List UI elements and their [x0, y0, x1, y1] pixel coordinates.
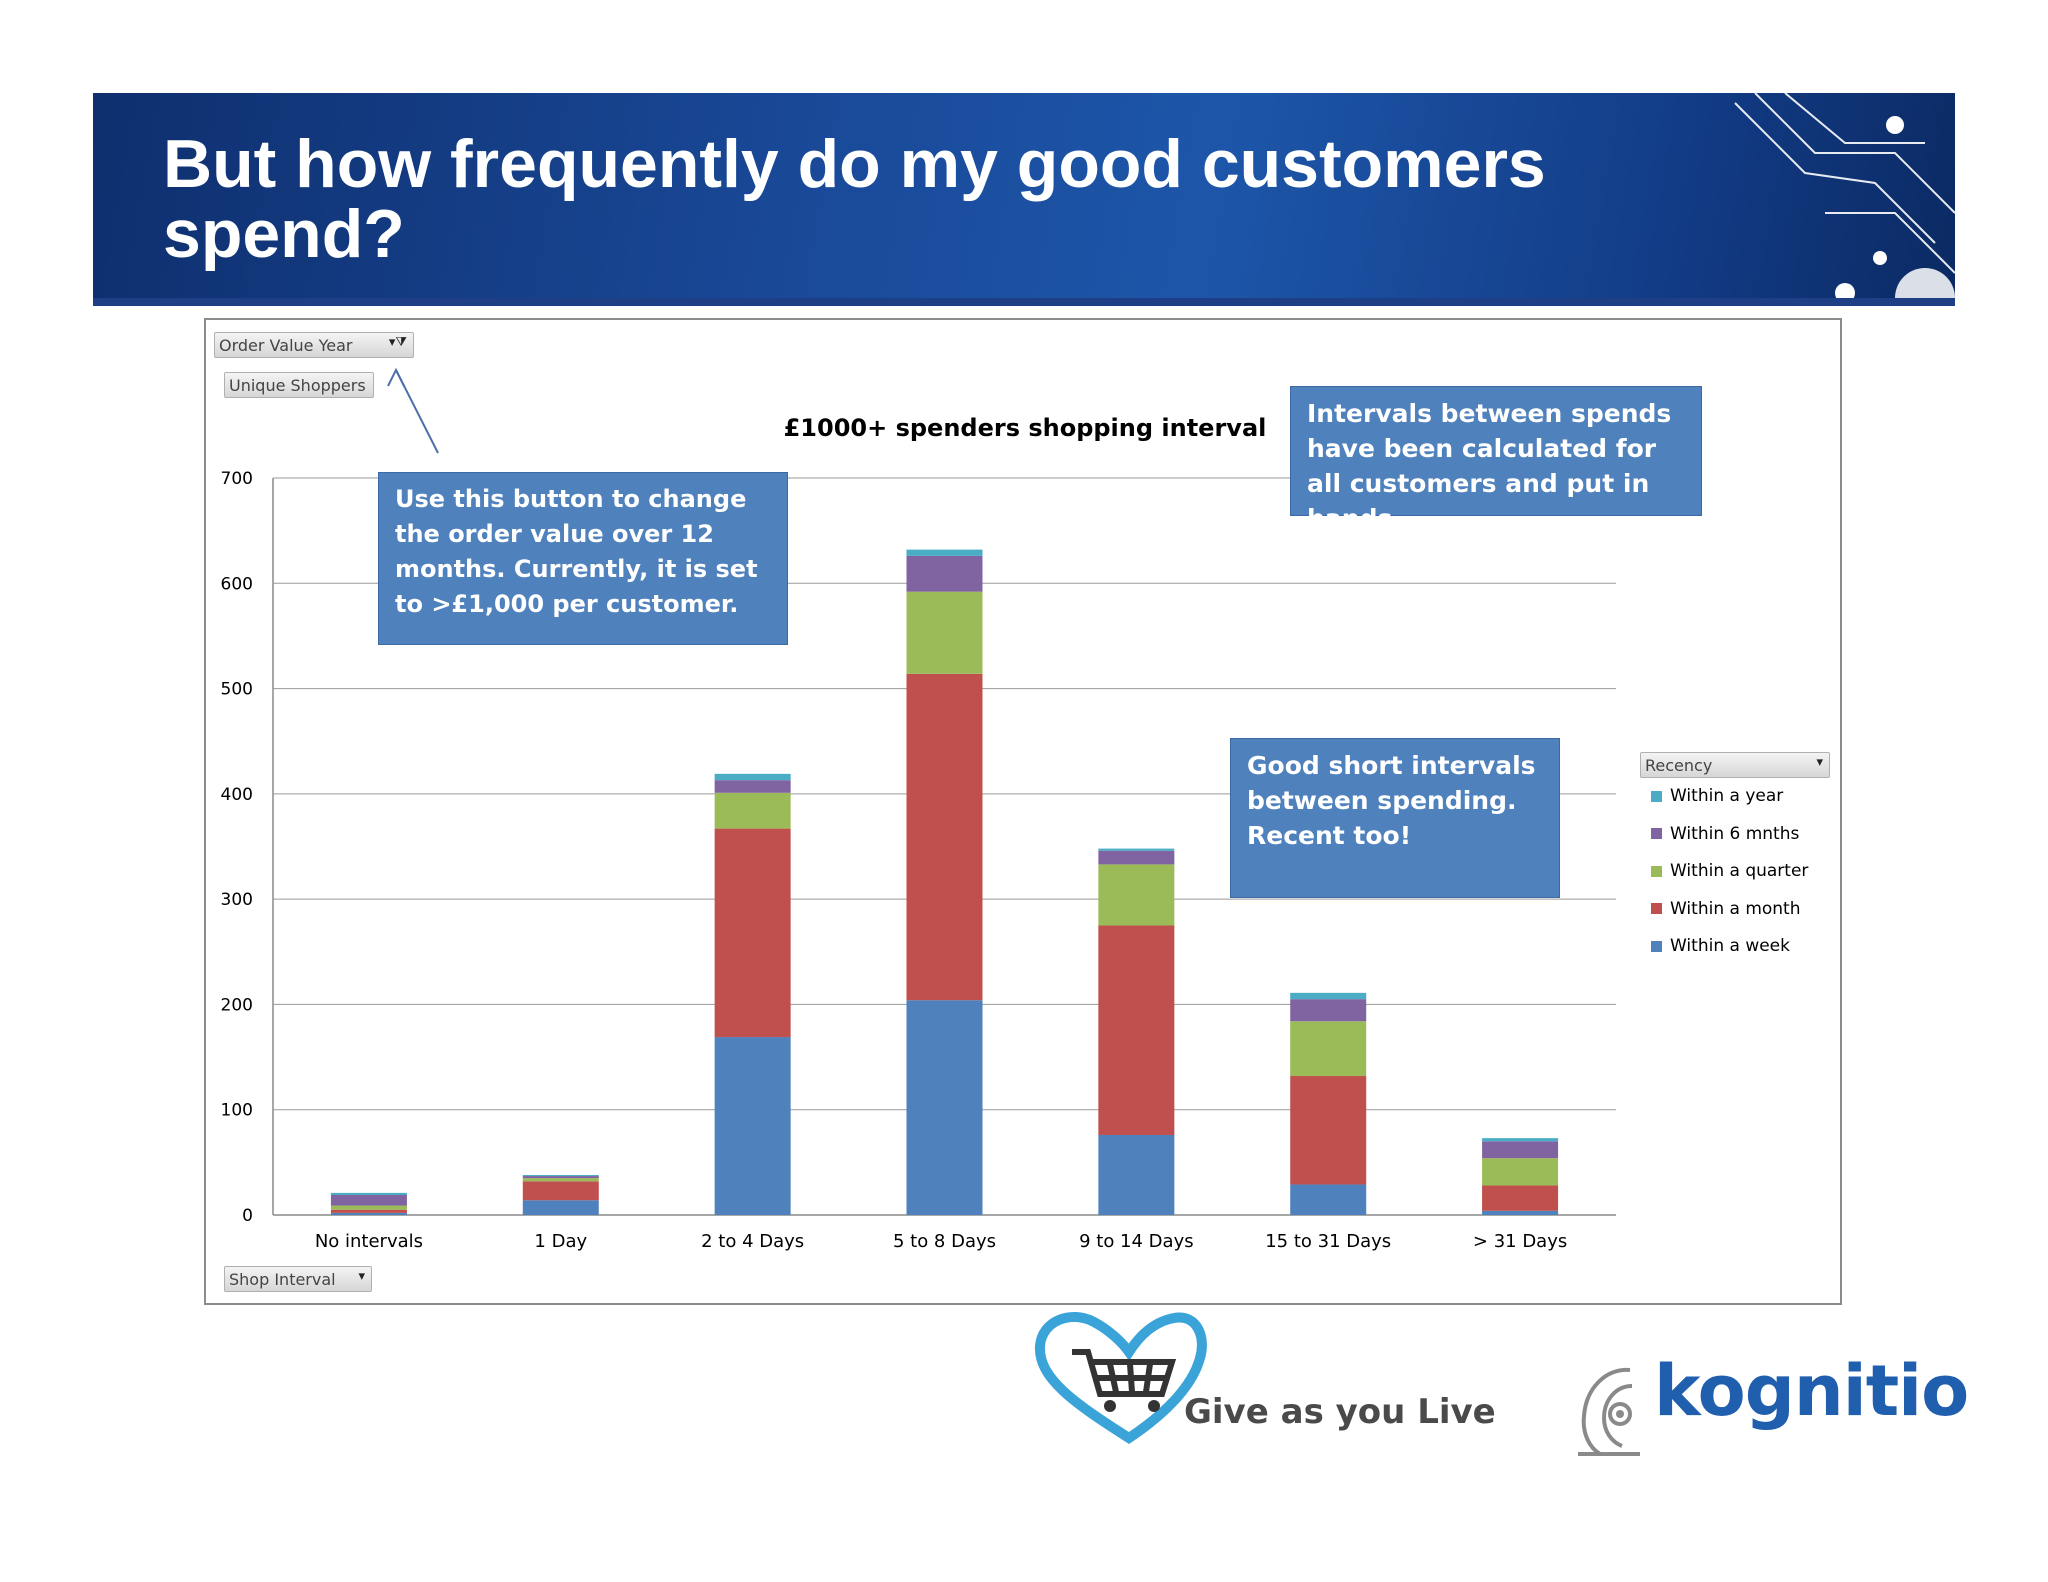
- bar-segment: [330, 1192, 407, 1195]
- bar-segment: [522, 1174, 599, 1177]
- values-button-label: Unique Shoppers: [229, 376, 366, 395]
- give-as-you-live-logo: Give as you Live: [1034, 1308, 1496, 1448]
- bar-segment: [1098, 1134, 1175, 1215]
- legend-item: Within a month: [1651, 899, 1801, 923]
- bar-segment: [1482, 1210, 1559, 1215]
- bar-segment: [1290, 999, 1367, 1022]
- bar-segment: [1098, 850, 1175, 865]
- bar-segment: [522, 1200, 599, 1215]
- bar-segment: [714, 1037, 791, 1215]
- bar-segment: [1098, 925, 1175, 1135]
- bar-segment: [522, 1178, 599, 1182]
- pointer-arrow: [387, 367, 439, 454]
- legend-swatch: [1651, 828, 1662, 839]
- legend-swatch: [1651, 903, 1662, 914]
- x-tick-label: 1 Day: [534, 1231, 587, 1252]
- bar-segment: [714, 792, 791, 829]
- bar-segment: [714, 780, 791, 793]
- kognitio-logo: kognitio: [1570, 1350, 1969, 1460]
- bar-segment: [522, 1176, 599, 1179]
- legend-label: Within a year: [1670, 786, 1784, 806]
- y-tick-label: 400: [221, 785, 253, 805]
- filter-funnel-icon: ▾⧩: [388, 335, 407, 350]
- bar-segment: [906, 591, 983, 674]
- bar-segment: [906, 549, 983, 556]
- banner-underline: [93, 298, 1955, 306]
- order-value-year-filter-button[interactable]: Order Value Year ▾⧩: [214, 332, 414, 358]
- legend-label: Within a month: [1670, 898, 1801, 919]
- stacked-bar-chart: £1000+ spenders shopping interval 0 100 20…: [221, 367, 1616, 1252]
- chevron-down-icon: ▾: [1816, 755, 1823, 770]
- bands-callout: Intervals between spends have been calcu…: [1290, 386, 1702, 533]
- legend-label: Within 6 mnths: [1670, 823, 1800, 844]
- x-tick-label: 9 to 14 Days: [1079, 1231, 1194, 1252]
- circuit-decoration: [1734, 93, 1955, 298]
- bar-segment: [330, 1212, 407, 1215]
- legend-button-label: Recency: [1645, 756, 1713, 775]
- chart-panel: Order Value Year ▾⧩ Unique Shoppers £100…: [204, 318, 1842, 1305]
- bar-segment: [1290, 1076, 1367, 1185]
- bar-segment: [522, 1181, 599, 1201]
- bar-segment: [330, 1209, 407, 1213]
- bar-segment: [330, 1205, 407, 1210]
- bar-segment: [714, 773, 791, 781]
- y-tick-label: 500: [221, 680, 253, 700]
- legend-swatch: [1651, 940, 1662, 952]
- x-tick-label: No intervals: [315, 1231, 423, 1252]
- bar-segment: [1290, 992, 1367, 1000]
- bar-segment: [1290, 1021, 1367, 1077]
- heart-cart-icon: [1034, 1311, 1207, 1444]
- legend-item: Within a week: [1651, 936, 1790, 960]
- bar-segment: [906, 555, 983, 592]
- x-tick-label: > 31 Days: [1473, 1231, 1567, 1252]
- bar-segment: [906, 1000, 983, 1215]
- bar-segment: [1290, 1184, 1367, 1215]
- x-tick-label: 15 to 31 Days: [1265, 1231, 1391, 1252]
- give-as-you-live-text: Give as you Live: [1184, 1392, 1496, 1432]
- button-callout-text: Use this button to change the order valu…: [395, 485, 758, 618]
- bar-segment: [1098, 864, 1175, 926]
- bar-segment: [1482, 1141, 1559, 1159]
- legend-label: Within a quarter: [1670, 861, 1809, 881]
- bar-segment: [1482, 1185, 1559, 1211]
- bar-segment: [906, 673, 983, 1001]
- unique-shoppers-button[interactable]: Unique Shoppers: [224, 372, 374, 398]
- legend-item: Within a quarter: [1651, 861, 1808, 885]
- bar-segment: [1482, 1138, 1559, 1142]
- y-tick-label: 200: [221, 995, 253, 1015]
- bar-segment: [330, 1194, 407, 1206]
- bar-segment: [1482, 1158, 1559, 1186]
- y-tick-label: 300: [221, 890, 253, 910]
- chevron-down-icon: ▾: [358, 1269, 365, 1284]
- legend-item: Within 6 mnths: [1651, 824, 1799, 848]
- legend-swatch: [1651, 865, 1662, 877]
- filter-button-label: Order Value Year: [219, 336, 353, 355]
- bar-segment: [1098, 848, 1175, 851]
- y-tick-label: 0: [242, 1206, 253, 1226]
- bar-segment: [714, 828, 791, 1038]
- recency-legend-button[interactable]: Recency ▾: [1640, 752, 1830, 778]
- legend-item: Within a year: [1651, 786, 1783, 810]
- shop-interval-axis-button[interactable]: Shop Interval ▾: [224, 1266, 372, 1292]
- kognitio-wordmark: kognitio: [1654, 1350, 1969, 1432]
- slide-title: But how frequently do my good customers …: [163, 126, 1546, 272]
- good-callout-text: Good short intervals between spending. R…: [1247, 751, 1536, 850]
- button-callout: Use this button to change the order valu…: [378, 472, 788, 645]
- owl-icon: [1578, 1367, 1640, 1456]
- legend-swatch: [1651, 790, 1662, 802]
- title-banner: But how frequently do my good customers …: [93, 93, 1955, 298]
- x-tick-label: 5 to 8 Days: [893, 1231, 996, 1252]
- y-tick-label: 100: [221, 1101, 253, 1121]
- y-tick-label: 700: [221, 469, 253, 489]
- legend-label: Within a week: [1670, 936, 1790, 956]
- bands-callout-text: Intervals between spends have been calcu…: [1307, 399, 1672, 533]
- axis-button-label: Shop Interval: [229, 1270, 336, 1289]
- good-intervals-callout: Good short intervals between spending. R…: [1230, 738, 1560, 898]
- chart-title: £1000+ spenders shopping interval: [784, 414, 1267, 442]
- y-tick-label: 600: [221, 574, 253, 594]
- x-tick-label: 2 to 4 Days: [701, 1231, 804, 1252]
